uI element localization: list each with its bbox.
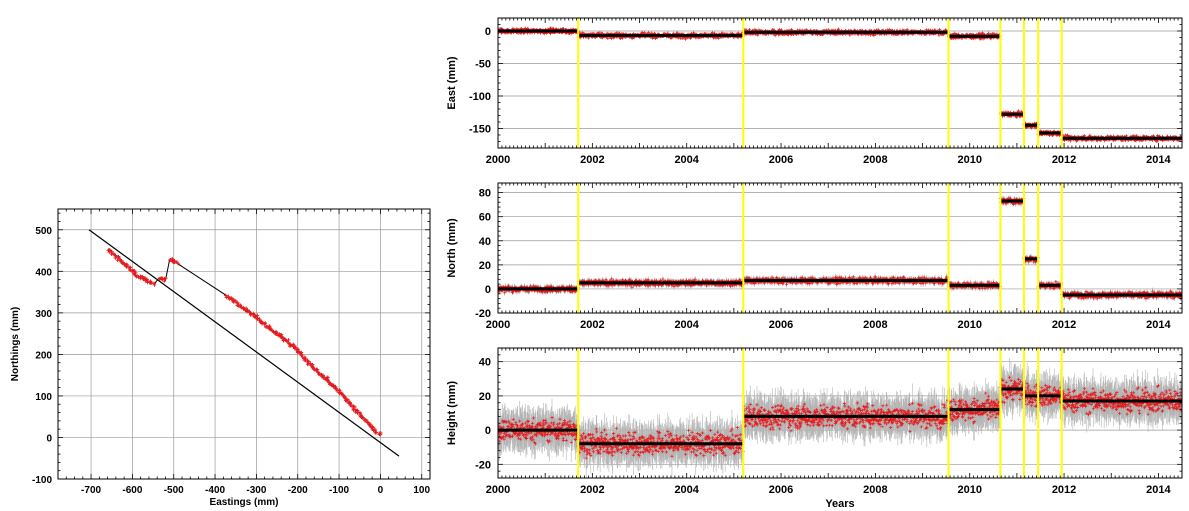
x-axis-label: Eastings (mm) [210, 497, 279, 508]
x-tick-label: -100 [329, 485, 349, 496]
x-tick-label: -500 [164, 485, 184, 496]
x-tick-label: -700 [81, 485, 101, 496]
y-tick-label: 200 [35, 350, 52, 361]
y-tick-label: 500 [35, 226, 52, 237]
panel-map: -700 -600 -500 -400 -300 -200 -100 0 100 -100 0 100… [10, 209, 431, 508]
y-tick-label: 400 [35, 267, 52, 278]
y-tick-label: 100 [35, 392, 52, 403]
x-tick-label: 0 [378, 485, 384, 496]
map-points [107, 248, 383, 436]
y-axis-label: Northings (mm) [10, 307, 21, 381]
plot-area-map [58, 209, 430, 479]
x-tick-label: -200 [288, 485, 308, 496]
x-tick-label: -300 [246, 485, 266, 496]
data-points-east [496, 26, 1183, 142]
jump-line [178, 264, 228, 296]
y-tick-label: 0 [46, 433, 52, 444]
x-tick-label: 100 [413, 485, 430, 496]
trend-line [89, 230, 399, 456]
y-tick-label: 300 [35, 309, 52, 320]
panel-east: 2000 2002 2004 2006 2008 2010 2012 2014-150-100… [446, 18, 1184, 166]
plot-area-east [496, 18, 1183, 148]
y-tick-label: -100 [32, 475, 52, 486]
x-tick-label: -400 [205, 485, 225, 496]
error-bars-east [498, 26, 1182, 142]
x-tick-label: -600 [122, 485, 142, 496]
